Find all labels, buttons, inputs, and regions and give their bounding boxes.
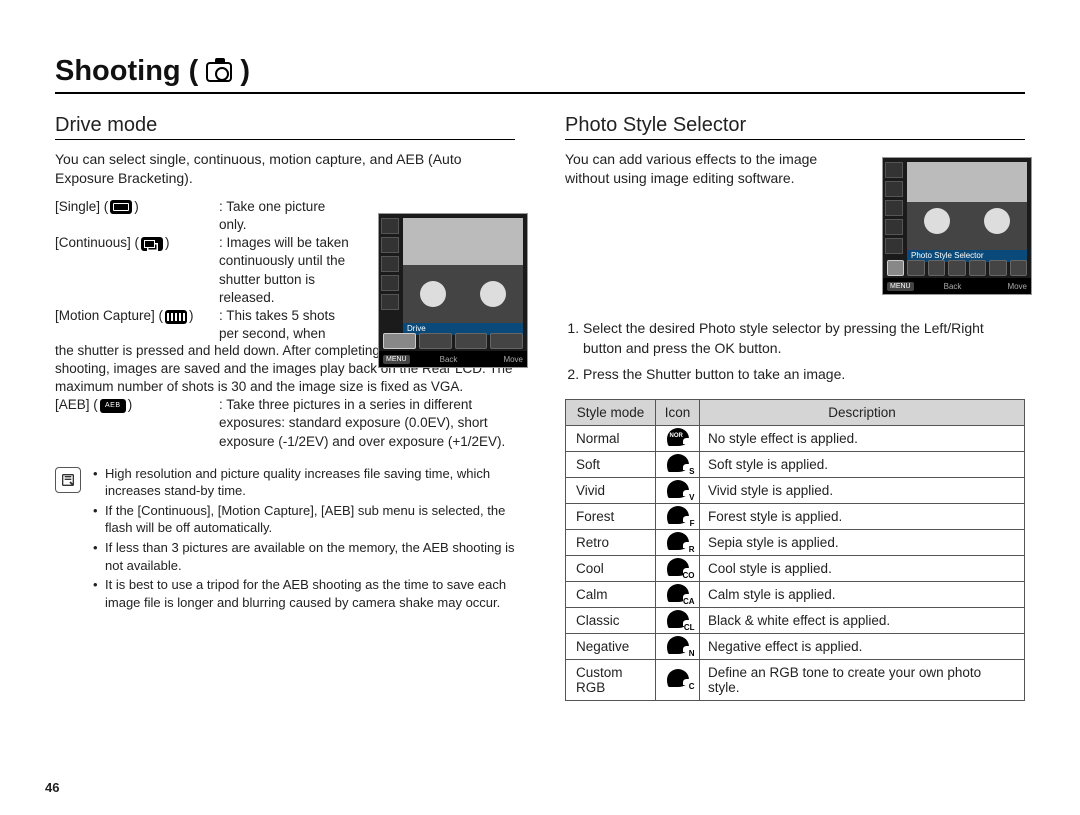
table-row: Soft S Soft style is applied. [566, 451, 1025, 477]
style-desc-cell: Define an RGB tone to create your own ph… [700, 659, 1025, 700]
back-label: Back [944, 282, 962, 291]
palette-icon: S [667, 454, 689, 472]
style-desc-cell: Black & white effect is applied. [700, 607, 1025, 633]
back-label: Back [440, 355, 458, 364]
palette-icon: F [667, 506, 689, 524]
note-list: High resolution and picture quality incr… [93, 465, 515, 613]
table-row: Retro R Sepia style is applied. [566, 529, 1025, 555]
page-title: Shooting ( ) [55, 55, 1025, 94]
move-label: Move [1007, 282, 1027, 291]
camera-icon [206, 55, 232, 88]
palette-icon [667, 428, 689, 446]
single-label: [Single] () [55, 198, 183, 234]
pss-screenshot: Photo Style Selector MENU Back Move [882, 157, 1032, 295]
step-item: Press the Shutter button to take an imag… [583, 364, 1025, 384]
palette-icon: CO [667, 558, 689, 576]
table-row: Negative N Negative effect is applied. [566, 633, 1025, 659]
aeb-mode-icon: AEB [100, 399, 126, 413]
menu-badge: MENU [887, 282, 914, 291]
pss-steps: Select the desired Photo style selector … [565, 318, 1025, 385]
page-number: 46 [45, 780, 59, 795]
note-icon [55, 467, 81, 493]
table-row: Forest F Forest style is applied. [566, 503, 1025, 529]
style-icon-cell [656, 425, 700, 451]
style-table: Style mode Icon Description Normal No sty… [565, 399, 1025, 701]
style-desc-cell: Vivid style is applied. [700, 477, 1025, 503]
style-mode-cell: Retro [566, 529, 656, 555]
style-desc-cell: Cool style is applied. [700, 555, 1025, 581]
single-mode-icon [110, 200, 132, 214]
style-mode-cell: Forest [566, 503, 656, 529]
style-icon-cell: F [656, 503, 700, 529]
table-row: Classic CL Black & white effect is applied… [566, 607, 1025, 633]
style-icon-cell: CA [656, 581, 700, 607]
menu-badge: MENU [383, 355, 410, 364]
palette-icon: N [667, 636, 689, 654]
step-item: Select the desired Photo style selector … [583, 318, 1025, 359]
palette-icon: CA [667, 584, 689, 602]
style-icon-cell: S [656, 451, 700, 477]
table-row: Normal No style effect is applied. [566, 425, 1025, 451]
style-icon-cell: CO [656, 555, 700, 581]
style-icon-cell: N [656, 633, 700, 659]
style-icon-cell: V [656, 477, 700, 503]
th-mode: Style mode [566, 399, 656, 425]
th-icon: Icon [656, 399, 700, 425]
style-desc-cell: Sepia style is applied. [700, 529, 1025, 555]
palette-icon: V [667, 480, 689, 498]
style-desc-cell: Negative effect is applied. [700, 633, 1025, 659]
style-mode-cell: Custom RGB [566, 659, 656, 700]
style-mode-cell: Negative [566, 633, 656, 659]
drive-mode-screenshot: Drive MENU Back Move [378, 213, 528, 368]
style-icon-cell: C [656, 659, 700, 700]
table-row: Calm CA Calm style is applied. [566, 581, 1025, 607]
table-row: Vivid V Vivid style is applied. [566, 477, 1025, 503]
continuous-label: [Continuous] () [55, 234, 183, 307]
move-label: Move [503, 355, 523, 364]
pss-intro: You can add various effects to the image… [565, 150, 854, 188]
style-icon-cell: CL [656, 607, 700, 633]
note-box: High resolution and picture quality incr… [55, 465, 515, 613]
style-desc-cell: No style effect is applied. [700, 425, 1025, 451]
palette-icon: C [667, 669, 689, 687]
pss-heading: Photo Style Selector [565, 114, 1025, 140]
motion-mode-icon [165, 310, 187, 324]
style-mode-cell: Vivid [566, 477, 656, 503]
drive-mode-heading: Drive mode [55, 114, 515, 140]
style-icon-cell: R [656, 529, 700, 555]
drive-mode-intro: You can select single, continuous, motio… [55, 150, 515, 188]
note-item: It is best to use a tripod for the AEB s… [93, 576, 515, 611]
style-mode-cell: Soft [566, 451, 656, 477]
palette-icon: CL [667, 610, 689, 628]
style-mode-cell: Cool [566, 555, 656, 581]
style-desc-cell: Calm style is applied. [700, 581, 1025, 607]
aeb-label: [AEB] (AEB) [55, 396, 183, 451]
style-mode-cell: Normal [566, 425, 656, 451]
note-item: If less than 3 pictures are available on… [93, 539, 515, 574]
motion-label: [Motion Capture] () [55, 307, 183, 343]
continuous-mode-icon [141, 237, 163, 251]
th-desc: Description [700, 399, 1025, 425]
style-desc-cell: Forest style is applied. [700, 503, 1025, 529]
page-title-suffix: ) [240, 55, 250, 88]
note-item: High resolution and picture quality incr… [93, 465, 515, 500]
style-desc-cell: Soft style is applied. [700, 451, 1025, 477]
left-column: Drive mode You can select single, contin… [55, 114, 515, 701]
table-row: Custom RGB C Define an RGB tone to create … [566, 659, 1025, 700]
note-item: If the [Continuous], [Motion Capture], [… [93, 502, 515, 537]
style-mode-cell: Calm [566, 581, 656, 607]
palette-icon: R [667, 532, 689, 550]
aeb-desc: : Take three pictures in a series in dif… [219, 396, 515, 451]
table-row: Cool CO Cool style is applied. [566, 555, 1025, 581]
page-title-prefix: Shooting ( [55, 55, 198, 88]
style-mode-cell: Classic [566, 607, 656, 633]
